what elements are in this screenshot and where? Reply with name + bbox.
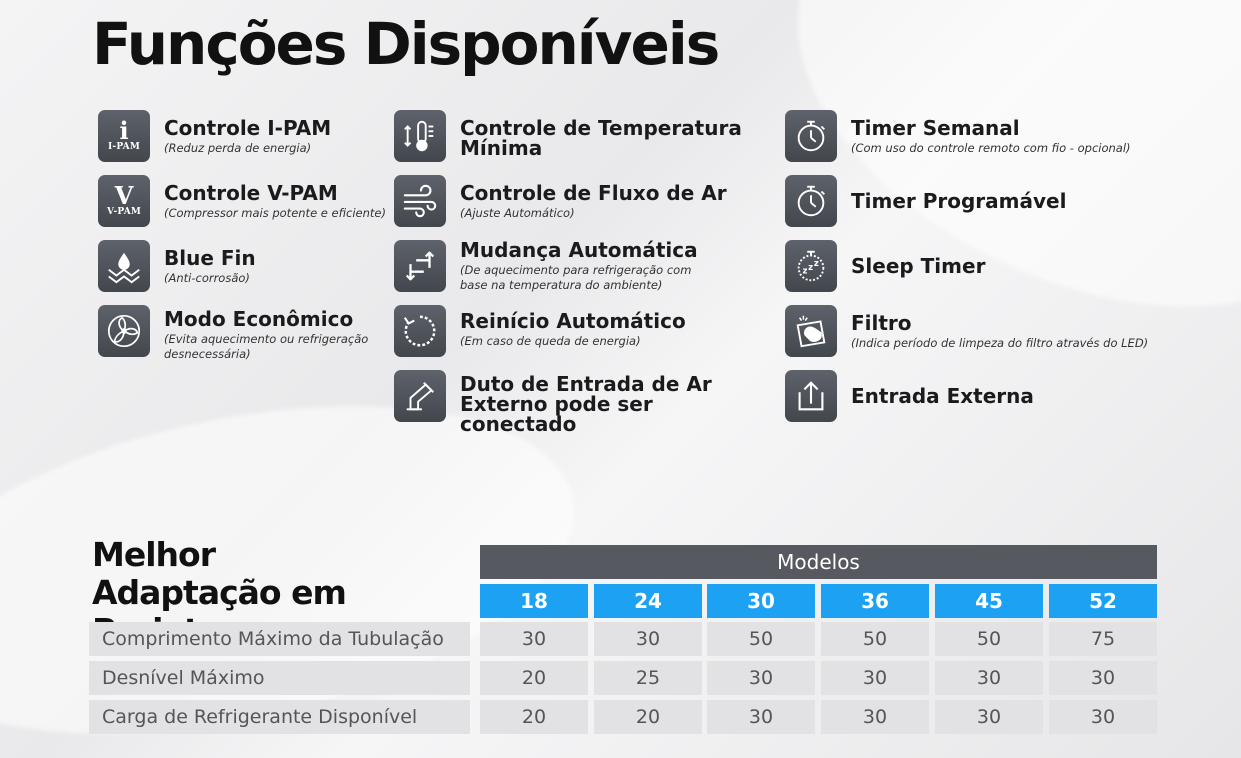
table-cell: 30 [1049,700,1157,734]
feature-title: Controle V-PAM [164,183,386,203]
table-cell: 30 [707,700,815,734]
svg-text:z: z [802,267,807,277]
feature-title: Blue Fin [164,248,256,268]
feature-subtitle: (Evita aquecimento ou refrigeração desne… [164,332,384,362]
svg-text:z: z [808,263,813,273]
stopwatch-icon [785,175,837,227]
model-cell: 45 [935,584,1043,618]
feature-subtitle: (Em caso de queda de energia) [460,334,686,349]
feature-title: Timer Programável [851,191,1066,211]
model-cell: 52 [1049,584,1157,618]
table-cell: 20 [480,700,588,734]
feature-modo-economico: Modo Econômico (Evita aquecimento ou ref… [98,305,384,362]
feature-duto-entrada: Duto de Entrada de Ar Externo pode ser c… [394,370,760,434]
feature-subtitle: (Reduz perda de energia) [164,141,331,156]
table-cell: 30 [821,661,929,695]
table-cell: 30 [935,661,1043,695]
models-header: Modelos [480,545,1157,579]
feature-title: Timer Semanal [851,118,1131,138]
table-cell: 30 [821,700,929,734]
table-cell: 75 [1049,622,1157,656]
feature-title: Filtro [851,313,1148,333]
page-title: Funções Disponíveis [92,10,718,78]
restart-icon [394,305,446,357]
filter-cleaning-icon [785,305,837,357]
table-cell: 30 [594,622,702,656]
feature-i-pam: i I-PAM Controle I-PAM (Reduz perda de e… [98,110,331,162]
stopwatch-icon [785,110,837,162]
feature-subtitle: (Com uso do controle remoto com fio - op… [851,141,1131,156]
table-cell: 25 [594,661,702,695]
row-label: Comprimento Máximo da Tubulação [89,622,470,656]
fan-icon [98,305,150,357]
feature-temp-minima: Controle de Temperatura Mínima [394,110,760,162]
feature-title: Controle I-PAM [164,118,331,138]
feature-reinicio-auto: Reinício Automático (Em caso de queda de… [394,305,686,357]
feature-title: Entrada Externa [851,386,1034,406]
i-pam-icon: i I-PAM [98,110,150,162]
feature-subtitle: (Ajuste Automático) [460,206,727,221]
table-cell: 50 [821,622,929,656]
feature-title: Modo Econômico [164,309,384,329]
duct-icon [394,370,446,422]
table-cell: 30 [1049,661,1157,695]
switch-arrows-icon [394,240,446,292]
table-cell: 30 [935,700,1043,734]
feature-subtitle: (Compressor mais potente e eficiente) [164,206,386,221]
feature-title: Controle de Temperatura Mínima [460,118,760,158]
table-cell: 20 [480,661,588,695]
table-cell: 30 [707,661,815,695]
row-label: Carga de Refrigerante Disponível [89,700,470,734]
svg-text:z: z [814,259,819,269]
row-label: Desnível Máximo [89,661,470,695]
model-cell: 36 [821,584,929,618]
feature-mudanca-auto: Mudança Automática (De aquecimento para … [394,240,710,293]
feature-sleep-timer: z z z Sleep Timer [785,240,985,292]
model-cell: 24 [594,584,702,618]
feature-subtitle: (De aquecimento para refrigeração com ba… [460,263,710,293]
model-cell: 18 [480,584,588,618]
feature-title: Sleep Timer [851,256,985,276]
feature-subtitle: (Indica período de limpeza do filtro atr… [851,336,1148,351]
feature-blue-fin: Blue Fin (Anti-corrosão) [98,240,256,292]
table-cell: 20 [594,700,702,734]
feature-v-pam: V V-PAM Controle V-PAM (Compressor mais … [98,175,386,227]
feature-title: Duto de Entrada de Ar Externo pode ser c… [460,374,760,434]
feature-filtro: Filtro (Indica período de limpeza do fil… [785,305,1148,357]
feature-fluxo-ar: Controle de Fluxo de Ar (Ajuste Automáti… [394,175,727,227]
external-input-icon [785,370,837,422]
feature-subtitle: (Anti-corrosão) [164,271,256,286]
feature-timer-programavel: Timer Programável [785,175,1066,227]
feature-entrada-externa: Entrada Externa [785,370,1034,422]
feature-title: Mudança Automática [460,240,710,260]
feature-timer-semanal: Timer Semanal (Com uso do controle remot… [785,110,1131,162]
feature-title: Controle de Fluxo de Ar [460,183,727,203]
wind-icon [394,175,446,227]
model-cell: 30 [707,584,815,618]
feature-title: Reinício Automático [460,311,686,331]
blue-fin-icon [98,240,150,292]
thermometer-icon [394,110,446,162]
table-cell: 50 [707,622,815,656]
sleep-timer-icon: z z z [785,240,837,292]
table-cell: 30 [480,622,588,656]
v-pam-icon: V V-PAM [98,175,150,227]
table-cell: 50 [935,622,1043,656]
